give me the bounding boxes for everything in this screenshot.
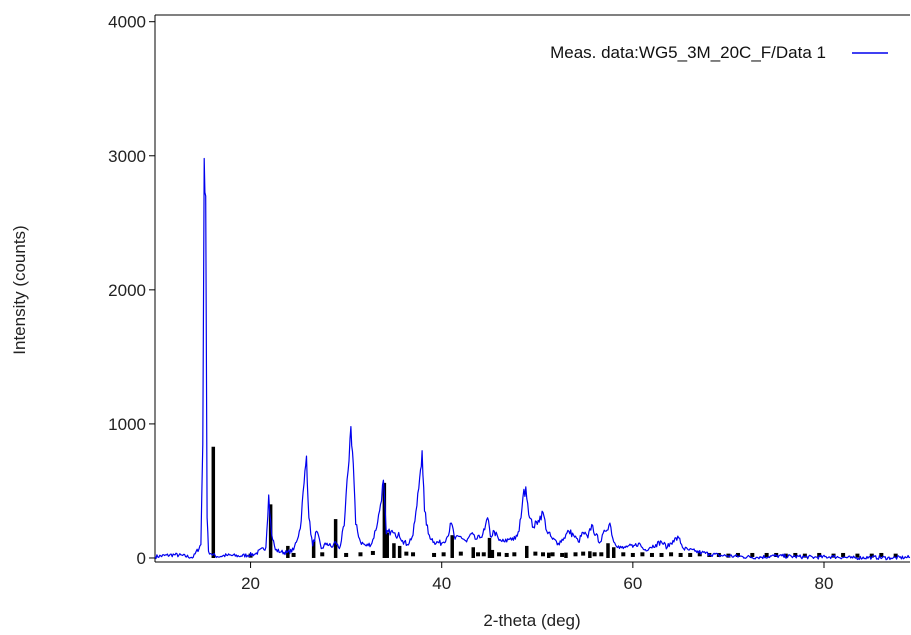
reference-dot bbox=[735, 552, 740, 557]
reference-dot bbox=[764, 552, 769, 557]
reference-dot bbox=[879, 552, 884, 557]
reference-dot bbox=[750, 552, 755, 557]
reference-dot bbox=[504, 552, 509, 557]
reference-dot bbox=[358, 552, 363, 557]
y-tick-label: 4000 bbox=[108, 13, 146, 32]
reference-dot bbox=[893, 553, 898, 558]
reference-dot bbox=[855, 553, 860, 558]
x-tick-label: 40 bbox=[432, 574, 451, 593]
reference-dot bbox=[404, 551, 409, 556]
reference-dot bbox=[774, 552, 779, 557]
reference-dot bbox=[248, 553, 253, 558]
reference-dot bbox=[869, 553, 874, 558]
reference-dot bbox=[697, 552, 702, 557]
reference-dot bbox=[678, 552, 683, 557]
reference-dot bbox=[533, 551, 538, 556]
reference-dot bbox=[817, 552, 822, 557]
x-tick-label: 20 bbox=[241, 574, 260, 593]
y-tick-label: 1000 bbox=[108, 415, 146, 434]
y-tick-label: 0 bbox=[137, 549, 146, 568]
reference-dot bbox=[320, 552, 325, 557]
reference-dot bbox=[581, 551, 586, 556]
reference-pattern-group bbox=[211, 446, 898, 558]
reference-dot bbox=[411, 552, 416, 557]
reference-dot bbox=[688, 552, 693, 557]
measured-series-line bbox=[154, 157, 911, 561]
reference-dot bbox=[476, 552, 481, 557]
reference-dot bbox=[802, 553, 807, 558]
x-tick-label: 60 bbox=[623, 574, 642, 593]
reference-dot bbox=[649, 552, 654, 557]
reference-dot bbox=[592, 552, 597, 557]
legend: Meas. data:WG5_3M_20C_F/Data 1 bbox=[550, 43, 888, 62]
reference-dot bbox=[630, 552, 635, 557]
x-axis-title: 2-theta (deg) bbox=[483, 611, 580, 630]
reference-dot bbox=[621, 552, 626, 557]
reference-dot bbox=[512, 552, 517, 557]
y-tick-label: 2000 bbox=[108, 281, 146, 300]
reference-dot bbox=[640, 552, 645, 557]
reference-dot bbox=[497, 552, 502, 557]
measured-series-group bbox=[154, 157, 911, 561]
y-tick-label: 3000 bbox=[108, 147, 146, 166]
y-axis-title: Intensity (counts) bbox=[10, 225, 29, 354]
legend-label: Meas. data:WG5_3M_20C_F/Data 1 bbox=[550, 43, 826, 62]
axes-group: 20 40 60 80 0 1000 2000 3000 4000 bbox=[108, 13, 910, 593]
reference-dot bbox=[481, 552, 486, 557]
reference-dot bbox=[560, 552, 565, 557]
reference-dot bbox=[441, 552, 446, 557]
reference-dot bbox=[599, 552, 604, 557]
reference-dot bbox=[541, 552, 546, 557]
reference-dot bbox=[669, 552, 674, 557]
reference-dot bbox=[432, 552, 437, 557]
reference-dot bbox=[550, 552, 555, 557]
reference-dot bbox=[841, 552, 846, 557]
x-tick-label: 80 bbox=[815, 574, 834, 593]
reference-dot bbox=[659, 552, 664, 557]
reference-dot bbox=[458, 551, 463, 556]
reference-dot bbox=[344, 552, 349, 557]
reference-dot bbox=[793, 552, 798, 557]
reference-dot bbox=[291, 552, 296, 557]
reference-dot bbox=[573, 552, 578, 557]
reference-dot bbox=[370, 550, 375, 555]
